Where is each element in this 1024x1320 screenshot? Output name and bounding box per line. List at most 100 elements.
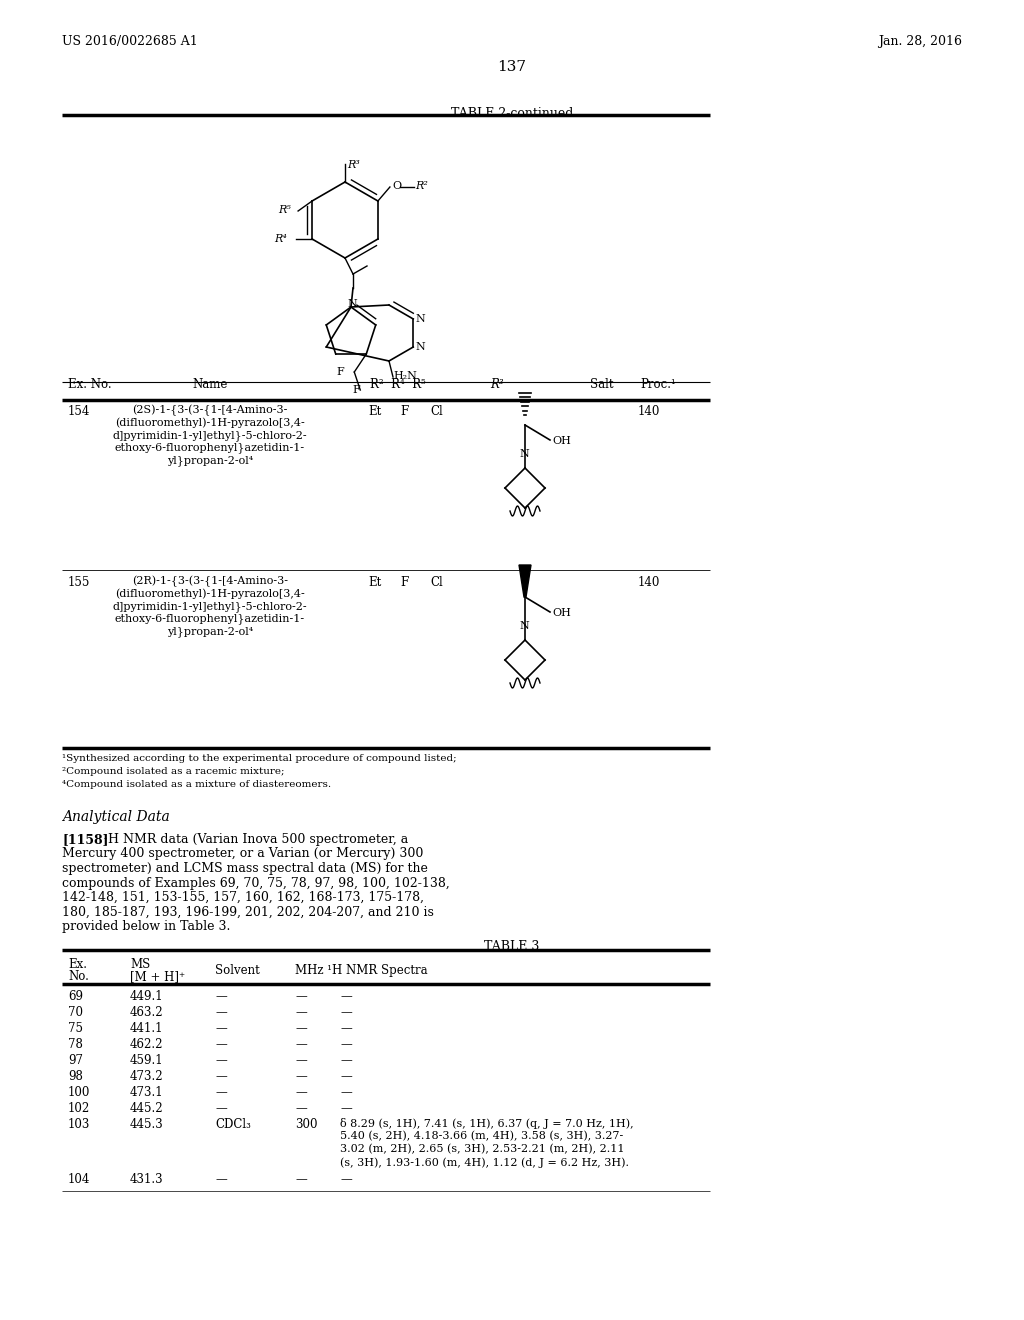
Text: R³: R³ <box>490 378 504 391</box>
Text: R²  R⁴  R⁵: R² R⁴ R⁵ <box>370 378 426 391</box>
Text: d]pyrimidin-1-yl]ethyl}-5-chloro-2-: d]pyrimidin-1-yl]ethyl}-5-chloro-2- <box>113 430 307 441</box>
Text: (s, 3H), 1.93-1.60 (m, 4H), 1.12 (d, J = 6.2 Hz, 3H).: (s, 3H), 1.93-1.60 (m, 4H), 1.12 (d, J =… <box>340 1158 629 1168</box>
Text: compounds of Examples 69, 70, 75, 78, 97, 98, 100, 102-138,: compounds of Examples 69, 70, 75, 78, 97… <box>62 876 450 890</box>
Text: Mercury 400 spectrometer, or a Varian (or Mercury) 300: Mercury 400 spectrometer, or a Varian (o… <box>62 847 423 861</box>
Text: ethoxy-6-fluorophenyl}azetidin-1-: ethoxy-6-fluorophenyl}azetidin-1- <box>115 442 305 453</box>
Text: OH: OH <box>552 609 570 618</box>
Text: MHz ¹H NMR Spectra: MHz ¹H NMR Spectra <box>295 964 428 977</box>
Text: —: — <box>295 1173 307 1185</box>
Text: 462.2: 462.2 <box>130 1038 164 1051</box>
Text: N: N <box>519 620 528 631</box>
Text: —: — <box>215 1173 226 1185</box>
Text: 75: 75 <box>68 1022 83 1035</box>
Text: —: — <box>295 1086 307 1100</box>
Text: —: — <box>340 1071 352 1082</box>
Text: Cl: Cl <box>430 405 442 418</box>
Text: —: — <box>295 1071 307 1082</box>
Text: —: — <box>295 1006 307 1019</box>
Text: [M + H]⁺: [M + H]⁺ <box>130 970 185 983</box>
Text: spectrometer) and LCMS mass spectral data (MS) for the: spectrometer) and LCMS mass spectral dat… <box>62 862 428 875</box>
Text: —: — <box>215 1071 226 1082</box>
Text: 5.40 (s, 2H), 4.18-3.66 (m, 4H), 3.58 (s, 3H), 3.27-: 5.40 (s, 2H), 4.18-3.66 (m, 4H), 3.58 (s… <box>340 1131 624 1142</box>
Text: 473.1: 473.1 <box>130 1086 164 1100</box>
Text: US 2016/0022685 A1: US 2016/0022685 A1 <box>62 36 198 48</box>
Text: ¹H NMR data (Varian Inova 500 spectrometer, a: ¹H NMR data (Varian Inova 500 spectromet… <box>103 833 409 846</box>
Text: —: — <box>340 1038 352 1051</box>
Text: —: — <box>295 1022 307 1035</box>
Text: Cl: Cl <box>430 576 442 589</box>
Text: F: F <box>400 576 409 589</box>
Text: 459.1: 459.1 <box>130 1053 164 1067</box>
Text: N: N <box>416 314 425 323</box>
Text: —: — <box>340 1086 352 1100</box>
Text: F: F <box>400 405 409 418</box>
Text: —: — <box>340 1022 352 1035</box>
Text: 140: 140 <box>638 576 660 589</box>
Text: Proc.¹: Proc.¹ <box>640 378 676 391</box>
Text: N: N <box>347 300 356 309</box>
Text: —: — <box>340 1053 352 1067</box>
Text: 140: 140 <box>638 405 660 418</box>
Text: R⁴: R⁴ <box>274 234 287 244</box>
Text: F: F <box>336 367 344 378</box>
Text: CDCl₃: CDCl₃ <box>215 1118 251 1131</box>
Text: 97: 97 <box>68 1053 83 1067</box>
Text: Et: Et <box>368 576 381 589</box>
Text: 463.2: 463.2 <box>130 1006 164 1019</box>
Text: —: — <box>215 1086 226 1100</box>
Text: —: — <box>215 990 226 1003</box>
Text: 154: 154 <box>68 405 90 418</box>
Text: δ 8.29 (s, 1H), 7.41 (s, 1H), 6.37 (q, J = 7.0 Hz, 1H),: δ 8.29 (s, 1H), 7.41 (s, 1H), 6.37 (q, J… <box>340 1118 634 1129</box>
Text: 473.2: 473.2 <box>130 1071 164 1082</box>
Text: —: — <box>215 1102 226 1115</box>
Text: ²Compound isolated as a racemic mixture;: ²Compound isolated as a racemic mixture; <box>62 767 285 776</box>
Text: d]pyrimidin-1-yl]ethyl}-5-chloro-2-: d]pyrimidin-1-yl]ethyl}-5-chloro-2- <box>113 601 307 611</box>
Text: Jan. 28, 2016: Jan. 28, 2016 <box>878 36 962 48</box>
Text: —: — <box>295 1038 307 1051</box>
Text: —: — <box>215 1038 226 1051</box>
Text: 69: 69 <box>68 990 83 1003</box>
Text: (2S)-1-{3-(3-{1-[4-Amino-3-: (2S)-1-{3-(3-{1-[4-Amino-3- <box>132 405 288 416</box>
Text: 180, 185-187, 193, 196-199, 201, 202, 204-207, and 210 is: 180, 185-187, 193, 196-199, 201, 202, 20… <box>62 906 434 919</box>
Text: N: N <box>416 342 425 352</box>
Text: 98: 98 <box>68 1071 83 1082</box>
Text: ¹Synthesized according to the experimental procedure of compound listed;: ¹Synthesized according to the experiment… <box>62 754 457 763</box>
Text: —: — <box>340 990 352 1003</box>
Text: Ex.: Ex. <box>68 958 87 972</box>
Text: 441.1: 441.1 <box>130 1022 164 1035</box>
Text: —: — <box>340 1006 352 1019</box>
Text: OH: OH <box>552 436 570 446</box>
Text: 70: 70 <box>68 1006 83 1019</box>
Text: Solvent: Solvent <box>215 964 260 977</box>
Text: Et: Et <box>368 405 381 418</box>
Text: ⁴Compound isolated as a mixture of diastereomers.: ⁴Compound isolated as a mixture of diast… <box>62 780 331 789</box>
Text: R⁵: R⁵ <box>279 205 291 215</box>
Text: 102: 102 <box>68 1102 90 1115</box>
Text: 300: 300 <box>295 1118 317 1131</box>
Text: Name: Name <box>193 378 227 391</box>
Text: —: — <box>295 1053 307 1067</box>
Text: [1158]: [1158] <box>62 833 109 846</box>
Text: O: O <box>392 181 401 191</box>
Text: TABLE 2-continued: TABLE 2-continued <box>451 107 573 120</box>
Text: —: — <box>295 990 307 1003</box>
Text: 449.1: 449.1 <box>130 990 164 1003</box>
Text: —: — <box>340 1173 352 1185</box>
Text: 155: 155 <box>68 576 90 589</box>
Text: Salt: Salt <box>590 378 613 391</box>
Text: MS: MS <box>130 958 151 972</box>
Text: 431.3: 431.3 <box>130 1173 164 1185</box>
Text: 142-148, 151, 153-155, 157, 160, 162, 168-173, 175-178,: 142-148, 151, 153-155, 157, 160, 162, 16… <box>62 891 424 904</box>
Text: yl}propan-2-ol⁴: yl}propan-2-ol⁴ <box>167 455 253 466</box>
Text: 103: 103 <box>68 1118 90 1131</box>
Text: F: F <box>352 385 360 395</box>
Text: H₂N: H₂N <box>393 371 417 381</box>
Text: (difluoromethyl)-1H-pyrazolo[3,4-: (difluoromethyl)-1H-pyrazolo[3,4- <box>115 417 305 428</box>
Text: (2R)-1-{3-(3-{1-[4-Amino-3-: (2R)-1-{3-(3-{1-[4-Amino-3- <box>132 576 288 587</box>
Text: R²: R² <box>415 181 428 191</box>
Text: ethoxy-6-fluorophenyl}azetidin-1-: ethoxy-6-fluorophenyl}azetidin-1- <box>115 614 305 624</box>
Text: yl}propan-2-ol⁴: yl}propan-2-ol⁴ <box>167 626 253 636</box>
Text: —: — <box>215 1022 226 1035</box>
Text: 445.3: 445.3 <box>130 1118 164 1131</box>
Text: 3.02 (m, 2H), 2.65 (s, 3H), 2.53-2.21 (m, 2H), 2.11: 3.02 (m, 2H), 2.65 (s, 3H), 2.53-2.21 (m… <box>340 1144 625 1155</box>
